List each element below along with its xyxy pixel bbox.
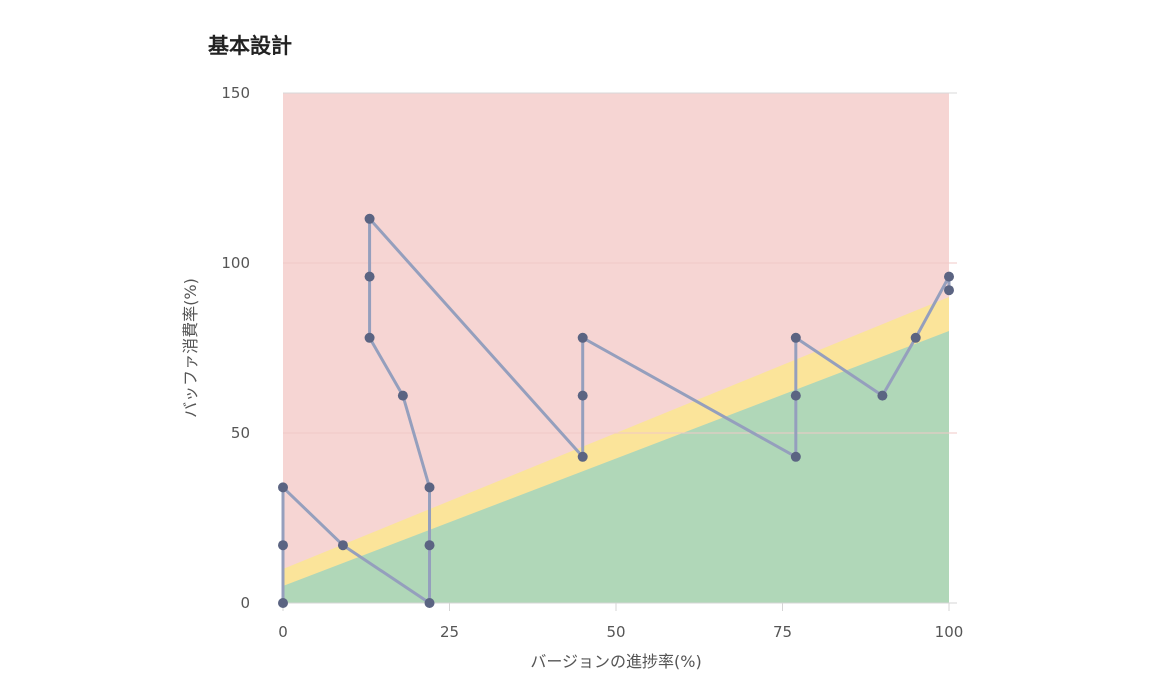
zone-green [283, 331, 949, 603]
y-tick-label: 150 [221, 84, 250, 102]
x-tick-label: 25 [440, 623, 459, 641]
y-axis-label: バッファ消費率(%) [181, 278, 200, 418]
data-point[interactable] [364, 332, 375, 343]
data-point[interactable] [364, 271, 375, 282]
data-point[interactable] [278, 540, 288, 551]
y-tick-label: 0 [240, 594, 250, 612]
data-point[interactable] [910, 332, 921, 343]
zones-layer [283, 93, 949, 603]
data-point[interactable] [944, 271, 954, 282]
data-point[interactable] [397, 390, 408, 401]
data-point[interactable] [577, 451, 588, 462]
chart-title: 基本設計 [208, 34, 292, 58]
data-point[interactable] [364, 213, 375, 224]
data-point[interactable] [424, 482, 435, 493]
data-point[interactable] [278, 482, 288, 493]
data-point[interactable] [790, 390, 801, 401]
data-point[interactable] [944, 285, 954, 296]
points-layer [278, 213, 954, 608]
data-point[interactable] [424, 540, 435, 551]
data-point[interactable] [577, 390, 588, 401]
x-tick-label: 0 [278, 623, 288, 641]
x-axis-label: バージョンの進捗率(%) [530, 652, 701, 671]
x-tick-label: 75 [773, 623, 792, 641]
x-tick-label: 100 [935, 623, 964, 641]
data-point[interactable] [424, 598, 435, 608]
data-point[interactable] [278, 598, 288, 608]
data-point[interactable] [790, 451, 801, 462]
y-tick-label: 100 [221, 254, 250, 272]
data-point[interactable] [337, 540, 348, 551]
x-tick-label: 50 [606, 623, 625, 641]
grid-layer [283, 92, 957, 434]
data-point[interactable] [577, 332, 588, 343]
axis-layer: 0 50 100 150 0 25 50 75 100 [221, 84, 963, 641]
data-point[interactable] [877, 390, 888, 401]
y-tick-label: 50 [231, 424, 250, 442]
data-point[interactable] [790, 332, 801, 343]
